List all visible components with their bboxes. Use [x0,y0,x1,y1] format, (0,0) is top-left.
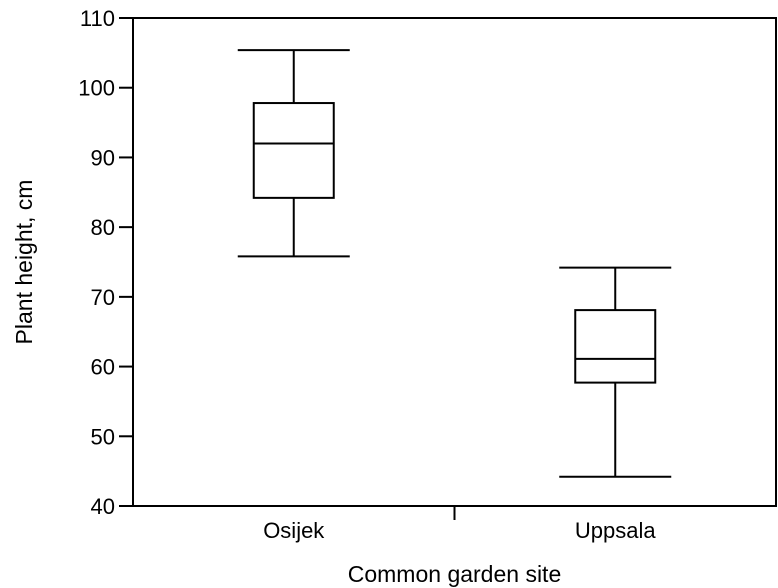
x-tick-label: Uppsala [575,518,656,543]
y-tick-label: 90 [91,145,115,170]
y-tick-label: 60 [91,355,115,380]
box-uppsala [559,266,672,478]
box-osijek [237,49,350,258]
iqr-box [252,102,335,199]
plot-frame [132,17,777,507]
y-tick-label: 70 [91,285,115,310]
y-tick-label: 80 [91,215,115,240]
x-axis-title: Common garden site [348,561,562,587]
y-axis: 40 50 60 70 80 90 100 110 [78,6,133,519]
boxes [237,49,672,478]
y-tick-label: 110 [80,6,115,31]
y-axis-title: Plant height, cm [11,180,37,345]
plot-border [132,17,777,507]
y-tick-label: 100 [78,76,115,101]
y-tick-label: 50 [91,424,115,449]
y-tick-label: 40 [91,494,115,519]
x-tick-label: Osijek [263,518,325,543]
x-axis: Osijek Uppsala [263,506,656,543]
iqr-box [574,309,657,384]
